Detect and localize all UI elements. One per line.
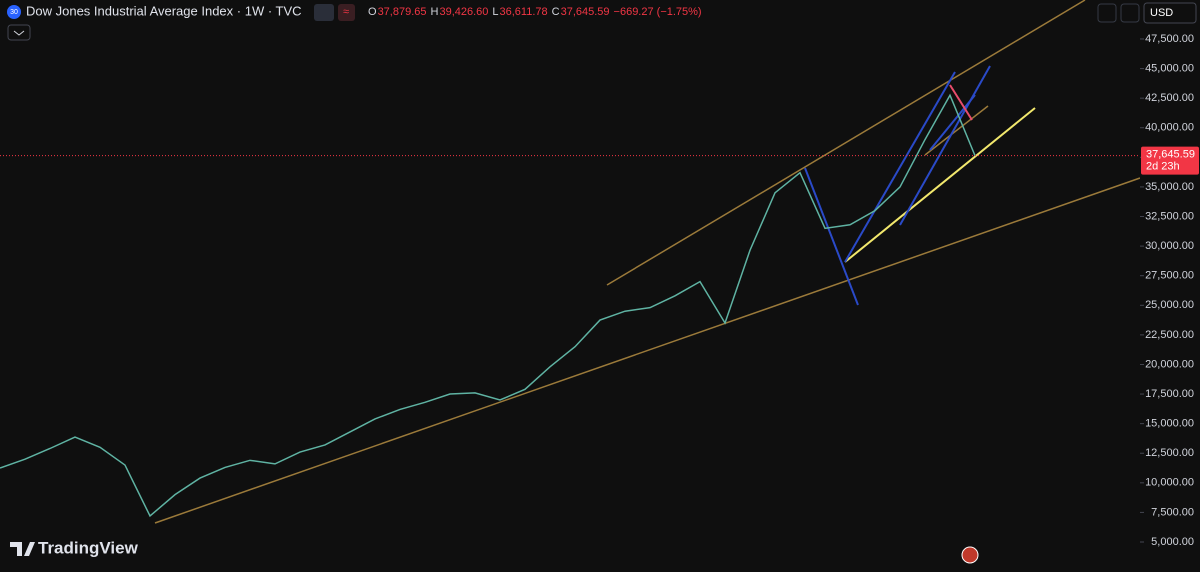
compare-button[interactable] [338,4,355,21]
y-tick-label: 32,500.00 [1145,210,1194,222]
ohlc-label: O [368,6,377,18]
ohlc-label: H [431,6,439,18]
y-tick-label: 10,000.00 [1145,477,1194,489]
y-tick-label: 7,500.00 [1151,506,1194,518]
trendline [844,107,1036,263]
ohlc-value: 39,426.60 [439,6,488,18]
trendline [154,177,1141,524]
y-tick-label: 40,000.00 [1145,122,1194,134]
price-axis [1140,0,1200,567]
last-price-label: 37,645.59 [1146,149,1195,161]
ohlc-label: C [552,6,560,18]
y-tick-label: 27,500.00 [1145,270,1194,282]
trendline [949,84,973,121]
drawings [154,0,1141,524]
compare-icon: ≈ [343,6,349,18]
y-tick-label: 42,500.00 [1145,92,1194,104]
price-line [0,93,976,518]
trendline [844,71,956,263]
y-tick-label: 20,000.00 [1145,358,1194,370]
symbol-badge [7,5,21,19]
y-tick-label: 35,000.00 [1145,181,1194,193]
currency-button[interactable] [1143,2,1197,24]
ohlc-value: 36,611.78 [500,6,548,18]
y-tick-label: 15,000.00 [1145,418,1194,430]
watermark: TradingView [38,538,139,557]
trendline [804,167,859,306]
last-price-tag [1141,146,1199,175]
event-flag[interactable] [961,546,979,564]
download-button[interactable] [1097,3,1117,23]
logo [10,542,35,556]
y-tick-label: 30,000.00 [1145,240,1194,252]
y-tick-label: 17,500.00 [1145,388,1194,400]
y-tick-label: 47,500.00 [1145,33,1194,45]
ohlc-value: 37,645.59 [561,6,610,18]
trendline [606,0,1086,286]
trendline [929,94,976,151]
ohlc-label: L [492,6,498,18]
ohlc-change: −669.27 (−1.75%) [614,6,702,18]
ohlc-value: 37,879.65 [378,6,427,18]
symbol-title[interactable]: Dow Jones Industrial Average Index · 1W … [26,3,302,18]
collapse-icon [13,30,25,36]
trendline [924,105,989,156]
y-tick-label: 22,500.00 [1145,329,1194,341]
y-tick-label: 25,000.00 [1145,299,1194,311]
trendline [899,65,991,226]
ohlc: O 37,879.65 H 39,426.60 L 36,611.78 C 37,645.59… [368,6,702,18]
currency: USD [1150,7,1173,19]
collapse-button[interactable] [7,24,31,41]
y-tick-label: 12,500.00 [1145,447,1194,459]
visibility-button[interactable] [314,4,334,21]
refresh-button[interactable] [1120,3,1140,23]
countdown: 2d 23h [1146,161,1180,173]
y-tick-label: 5,000.00 [1151,536,1194,548]
badge-text: 30 [10,9,18,16]
y-tick-label: 45,000.00 [1145,62,1194,74]
